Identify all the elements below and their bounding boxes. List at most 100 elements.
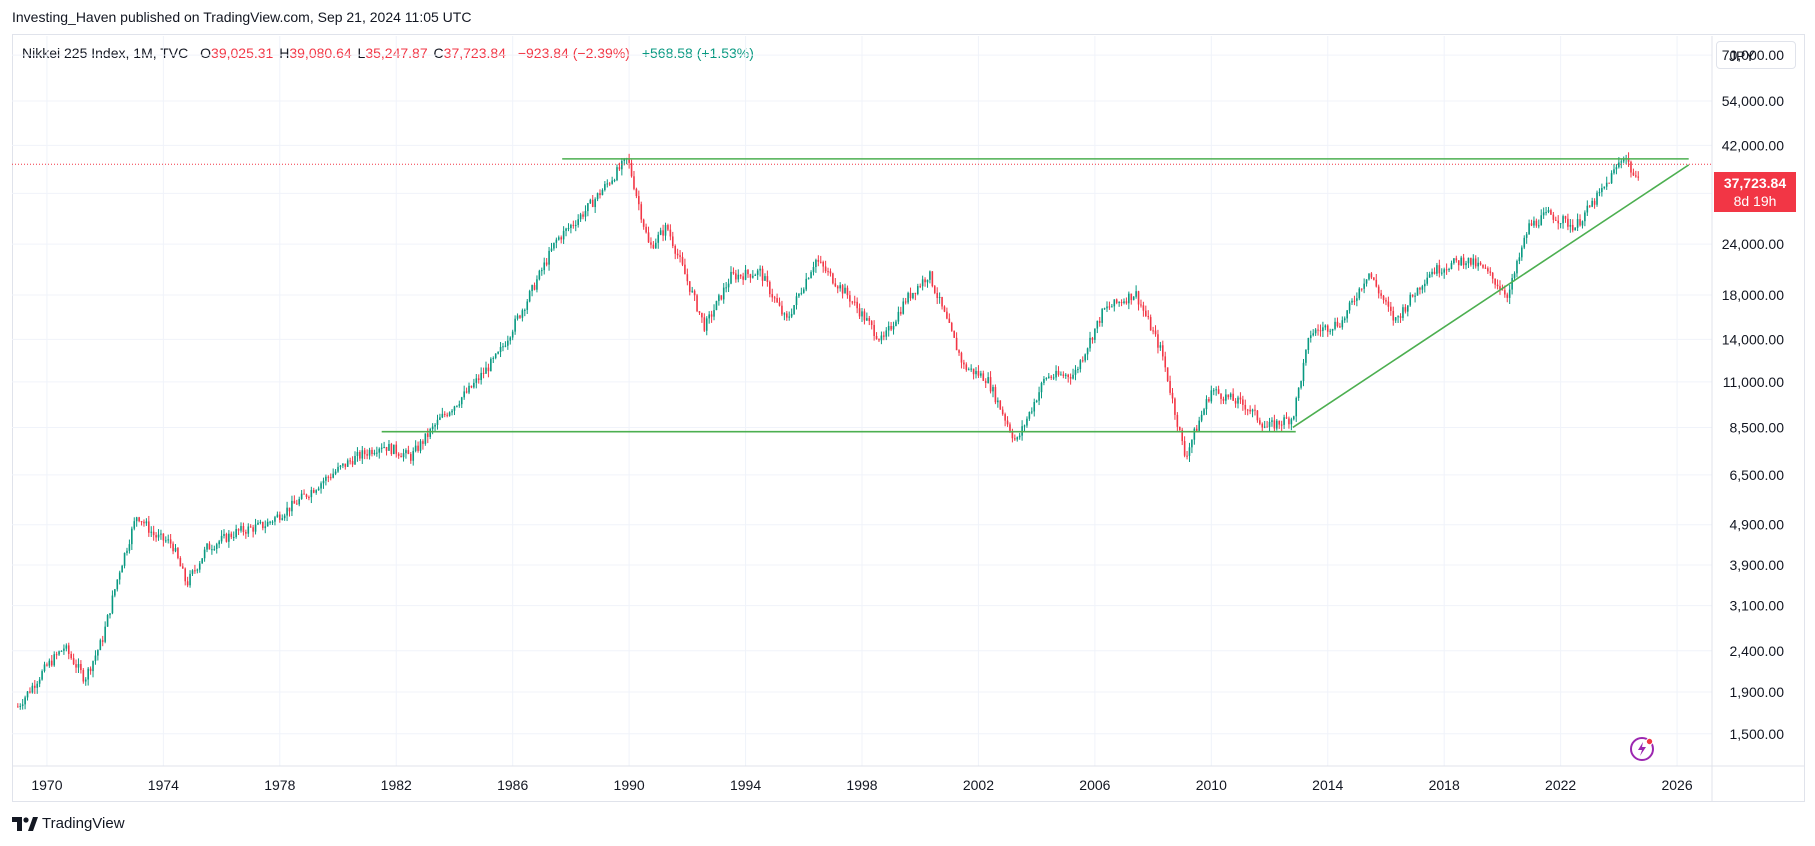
candle	[698, 311, 701, 315]
candle	[764, 273, 766, 281]
candle	[543, 257, 546, 275]
candle	[1176, 412, 1179, 433]
candle	[82, 668, 85, 684]
candle	[1035, 399, 1038, 403]
candle	[1268, 417, 1271, 432]
rising-support-line[interactable]	[1292, 164, 1690, 429]
candle	[909, 287, 912, 301]
candle	[980, 370, 982, 378]
candle	[402, 448, 405, 462]
candle	[160, 529, 162, 540]
candle	[218, 539, 220, 549]
candle	[1491, 271, 1494, 284]
candle	[111, 590, 114, 615]
candle	[1620, 158, 1623, 169]
candle	[950, 321, 953, 332]
candle	[1271, 417, 1273, 427]
candle	[817, 255, 820, 267]
candle	[684, 258, 686, 275]
candle	[783, 312, 786, 321]
candle	[1559, 223, 1562, 229]
candle	[1220, 393, 1222, 405]
candle	[1477, 257, 1479, 271]
candle	[101, 635, 104, 647]
candle	[1263, 420, 1266, 429]
candle	[507, 335, 509, 350]
candle	[203, 546, 206, 562]
candle	[295, 499, 298, 505]
candle	[465, 387, 468, 394]
candle	[533, 282, 536, 291]
candle	[1402, 304, 1404, 321]
tradingview-logo[interactable]: TradingView	[12, 815, 125, 832]
candle	[1111, 304, 1113, 308]
candle	[538, 269, 541, 281]
candle	[1181, 427, 1184, 446]
candle	[1266, 420, 1268, 428]
candle	[1603, 186, 1606, 190]
candle	[1416, 287, 1419, 296]
candle	[1457, 260, 1460, 271]
candle	[642, 218, 645, 230]
candle	[604, 181, 606, 192]
candle	[315, 489, 317, 495]
candle	[1450, 260, 1453, 270]
candle	[946, 307, 948, 320]
candle	[628, 153, 630, 169]
currency-button[interactable]: JPY	[1716, 41, 1796, 69]
candle	[1232, 388, 1234, 401]
candle	[606, 179, 609, 188]
time-axis[interactable]: 1970 1974 1978 1982 1986 1990 1994 1998 2002 2006…	[31, 777, 1692, 793]
candle	[235, 524, 237, 539]
candle	[822, 260, 824, 273]
candle	[385, 446, 388, 456]
candle	[1360, 288, 1363, 292]
lightning-icon[interactable]	[1629, 736, 1655, 762]
candle	[191, 569, 194, 576]
candle	[1365, 279, 1368, 287]
candle	[220, 530, 223, 544]
candle	[1574, 227, 1576, 231]
candle	[550, 242, 553, 253]
candle	[397, 452, 400, 459]
candle	[1331, 328, 1334, 336]
candle	[574, 220, 577, 232]
symbol-label[interactable]: Nikkei 225 Index, 1M, TVC	[22, 45, 189, 61]
candle	[912, 292, 914, 300]
candle	[1421, 284, 1424, 294]
candle	[17, 703, 19, 708]
candle	[249, 524, 252, 528]
candle	[1426, 271, 1429, 286]
candle	[1244, 399, 1247, 415]
candle	[441, 407, 444, 419]
candle	[436, 414, 439, 430]
candle	[1380, 289, 1382, 299]
candle	[1576, 213, 1579, 231]
candle	[953, 330, 955, 339]
candle	[703, 313, 706, 333]
candle	[1370, 272, 1373, 280]
candle	[921, 275, 924, 291]
candle	[1050, 374, 1053, 381]
candle	[904, 297, 907, 305]
candle	[342, 463, 344, 469]
candle	[718, 293, 720, 306]
candle	[657, 231, 660, 249]
candle	[1479, 261, 1482, 266]
candle	[198, 560, 201, 573]
candle	[1567, 213, 1569, 231]
candle	[671, 231, 674, 249]
price-axis[interactable]: 1,500.00 1,900.00 2,400.00 3,100.00 3,900.00…	[1722, 47, 1785, 742]
candle	[487, 363, 490, 378]
candle	[618, 162, 621, 171]
candle	[1081, 356, 1084, 363]
candle	[468, 382, 470, 395]
candle	[1319, 324, 1322, 337]
candle	[274, 515, 276, 526]
candle	[65, 643, 68, 652]
open-value: 39,025.31	[211, 45, 274, 61]
candle	[1341, 316, 1344, 330]
candle	[1317, 324, 1319, 336]
candle	[582, 211, 584, 220]
